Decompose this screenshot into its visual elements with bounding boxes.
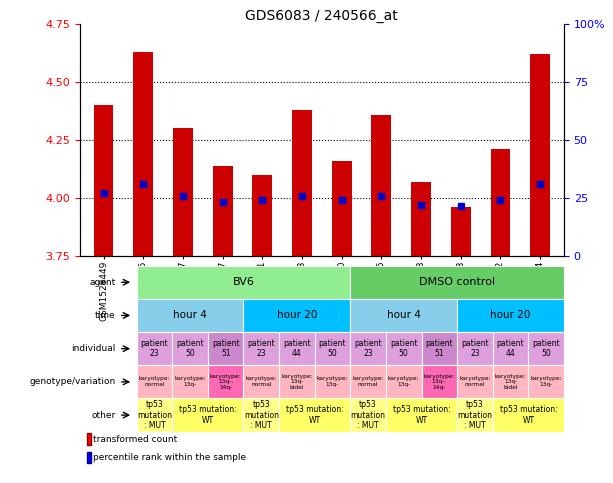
Title: GDS6083 / 240566_at: GDS6083 / 240566_at	[245, 9, 398, 23]
FancyBboxPatch shape	[243, 365, 279, 398]
Text: karyotype:
13q-
bidel: karyotype: 13q- bidel	[281, 373, 313, 390]
FancyBboxPatch shape	[137, 398, 172, 432]
FancyBboxPatch shape	[314, 365, 350, 398]
FancyBboxPatch shape	[137, 266, 350, 299]
FancyBboxPatch shape	[386, 332, 422, 365]
FancyBboxPatch shape	[528, 332, 564, 365]
FancyBboxPatch shape	[279, 332, 314, 365]
Bar	[173, 128, 193, 256]
Text: genotype/variation: genotype/variation	[29, 377, 115, 386]
Text: karyotype:
13q-,
14q-: karyotype: 13q-, 14q-	[210, 373, 242, 390]
FancyBboxPatch shape	[172, 398, 243, 432]
Text: time: time	[94, 311, 115, 320]
Text: patient
23: patient 23	[140, 339, 169, 358]
Text: patient
23: patient 23	[354, 339, 382, 358]
Text: tp53 mutation:
WT: tp53 mutation: WT	[179, 405, 237, 425]
Text: agent: agent	[89, 278, 115, 287]
Text: karyotype:
normal: karyotype: normal	[352, 376, 384, 387]
FancyBboxPatch shape	[457, 299, 564, 332]
FancyBboxPatch shape	[386, 398, 457, 432]
Text: tp53 mutation:
WT: tp53 mutation: WT	[393, 405, 451, 425]
FancyBboxPatch shape	[493, 365, 528, 398]
Text: hour 20: hour 20	[276, 311, 317, 320]
Text: percentile rank within the sample: percentile rank within the sample	[93, 453, 246, 462]
Text: karyotype:
normal: karyotype: normal	[245, 376, 277, 387]
Text: tp53
mutation
: MUT: tp53 mutation : MUT	[351, 400, 386, 430]
Text: karyotype:
normal: karyotype: normal	[459, 376, 491, 387]
Text: patient
50: patient 50	[390, 339, 417, 358]
FancyBboxPatch shape	[172, 332, 208, 365]
Bar	[133, 52, 153, 256]
Text: tp53 mutation:
WT: tp53 mutation: WT	[500, 405, 557, 425]
FancyBboxPatch shape	[457, 332, 493, 365]
Bar	[94, 105, 113, 256]
FancyBboxPatch shape	[386, 365, 422, 398]
FancyBboxPatch shape	[350, 365, 386, 398]
Bar	[411, 182, 431, 256]
Bar	[490, 149, 511, 256]
Text: transformed count: transformed count	[93, 435, 178, 444]
Text: other: other	[91, 411, 115, 420]
Bar	[451, 207, 471, 256]
Text: individual: individual	[71, 344, 115, 353]
FancyBboxPatch shape	[279, 365, 314, 398]
FancyBboxPatch shape	[493, 332, 528, 365]
Bar	[87, 452, 91, 463]
Text: tp53
mutation
: MUT: tp53 mutation : MUT	[457, 400, 492, 430]
Text: karyotype:
13q-: karyotype: 13q-	[174, 376, 206, 387]
FancyBboxPatch shape	[350, 299, 457, 332]
FancyBboxPatch shape	[208, 365, 243, 398]
FancyBboxPatch shape	[422, 365, 457, 398]
Text: patient
23: patient 23	[461, 339, 489, 358]
Text: karyotype:
13q-
bidel: karyotype: 13q- bidel	[495, 373, 527, 390]
Text: patient
50: patient 50	[532, 339, 560, 358]
Text: karyotype:
13q-,
14q-: karyotype: 13q-, 14q-	[424, 373, 455, 390]
Text: patient
50: patient 50	[319, 339, 346, 358]
FancyBboxPatch shape	[493, 398, 564, 432]
FancyBboxPatch shape	[243, 299, 350, 332]
Bar	[530, 54, 550, 256]
FancyBboxPatch shape	[314, 332, 350, 365]
Text: patient
44: patient 44	[283, 339, 311, 358]
Text: karyotype:
normal: karyotype: normal	[139, 376, 170, 387]
Text: DMSO control: DMSO control	[419, 277, 495, 287]
FancyBboxPatch shape	[172, 365, 208, 398]
Text: patient
23: patient 23	[248, 339, 275, 358]
Bar	[371, 114, 391, 256]
Text: karyotype:
13q-: karyotype: 13q-	[388, 376, 419, 387]
Text: patient
51: patient 51	[425, 339, 453, 358]
Text: karyotype:
13q-: karyotype: 13q-	[530, 376, 562, 387]
FancyBboxPatch shape	[137, 299, 243, 332]
FancyBboxPatch shape	[208, 332, 243, 365]
Bar	[292, 110, 312, 256]
FancyBboxPatch shape	[528, 365, 564, 398]
Bar	[253, 175, 272, 256]
FancyBboxPatch shape	[137, 332, 172, 365]
Text: tp53
mutation
: MUT: tp53 mutation : MUT	[137, 400, 172, 430]
FancyBboxPatch shape	[350, 266, 564, 299]
Text: patient
44: patient 44	[497, 339, 524, 358]
FancyBboxPatch shape	[243, 332, 279, 365]
Text: hour 4: hour 4	[173, 311, 207, 320]
FancyBboxPatch shape	[279, 398, 350, 432]
FancyBboxPatch shape	[350, 398, 386, 432]
FancyBboxPatch shape	[457, 398, 493, 432]
FancyBboxPatch shape	[422, 332, 457, 365]
FancyBboxPatch shape	[350, 332, 386, 365]
Text: hour 4: hour 4	[387, 311, 421, 320]
Bar	[87, 433, 91, 445]
FancyBboxPatch shape	[137, 365, 172, 398]
Text: hour 20: hour 20	[490, 311, 531, 320]
Text: BV6: BV6	[232, 277, 254, 287]
FancyBboxPatch shape	[243, 398, 279, 432]
FancyBboxPatch shape	[457, 365, 493, 398]
Bar	[213, 166, 232, 256]
Text: tp53 mutation:
WT: tp53 mutation: WT	[286, 405, 343, 425]
Text: patient
51: patient 51	[212, 339, 240, 358]
Text: karyotype:
13q-: karyotype: 13q-	[317, 376, 348, 387]
Text: tp53
mutation
: MUT: tp53 mutation : MUT	[244, 400, 279, 430]
Text: patient
50: patient 50	[177, 339, 204, 358]
Bar	[332, 161, 352, 256]
